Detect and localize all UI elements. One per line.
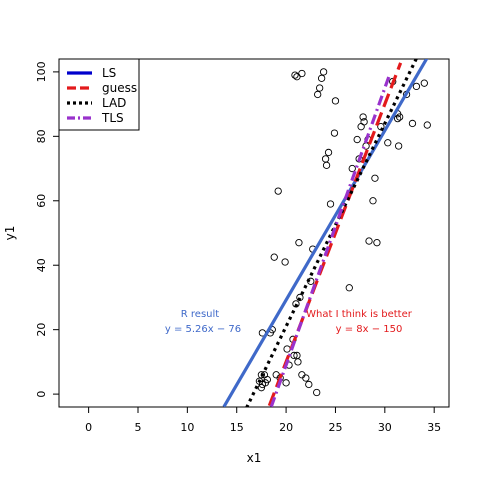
data-point: [322, 161, 331, 169]
data-point: [394, 142, 403, 150]
legend-label: TLS: [101, 111, 124, 125]
data-point: [282, 379, 290, 387]
data-point: [348, 164, 356, 173]
legend-label: guess: [102, 81, 137, 95]
x-tick-label: 5: [134, 421, 141, 434]
data-point: [314, 90, 322, 99]
data-point: [281, 258, 289, 266]
data-point: [274, 187, 282, 195]
data-point: [408, 119, 417, 128]
fit-line-tls: [269, 73, 392, 407]
fit-lines: [222, 59, 429, 407]
data-point: [412, 82, 421, 91]
r-result-title: R result: [181, 309, 219, 320]
data-points: [255, 68, 431, 397]
better-title: What I think is better: [306, 309, 413, 320]
data-point: [298, 69, 306, 78]
y-tick-label: 20: [35, 323, 48, 337]
x-axis: 0 5 10 15 20 25 30 35: [85, 406, 441, 434]
data-point: [353, 135, 361, 144]
data-point: [420, 79, 428, 87]
data-point: [257, 371, 266, 379]
data-point: [345, 284, 353, 292]
annotations: R result y = 5.26x − 76 What I think is …: [165, 309, 413, 335]
data-point: [317, 74, 326, 82]
data-point: [326, 200, 335, 208]
data-point: [291, 71, 299, 79]
data-point: [257, 384, 266, 392]
data-point: [313, 388, 321, 397]
x-tick-label: 30: [378, 421, 392, 434]
data-point: [369, 197, 377, 205]
data-point: [295, 239, 303, 247]
x-tick-label: 0: [85, 421, 92, 434]
data-point: [331, 97, 340, 105]
data-point: [294, 358, 302, 366]
data-point: [360, 118, 368, 126]
data-point: [270, 253, 278, 261]
data-point: [293, 73, 301, 81]
fit-line-ls: [222, 59, 429, 407]
y-tick-label: 40: [35, 258, 48, 272]
data-point: [319, 68, 328, 76]
data-point: [373, 239, 381, 247]
data-point: [394, 114, 402, 123]
x-tick-label: 35: [427, 421, 441, 434]
legend-label: LAD: [102, 96, 126, 110]
data-point: [357, 123, 365, 131]
data-point: [395, 113, 404, 121]
data-point: [263, 375, 271, 384]
data-point: [302, 374, 310, 382]
data-point: [330, 129, 339, 137]
x-tick-label: 15: [230, 421, 244, 434]
y-tick-label: 60: [35, 194, 48, 208]
data-point: [321, 155, 330, 163]
data-point: [305, 380, 313, 389]
y-axis-title: y1: [3, 226, 17, 241]
y-tick-label: 80: [35, 129, 48, 143]
x-tick-label: 10: [180, 421, 194, 434]
y-axis: 0 20 40 60 80 100: [35, 61, 59, 398]
x-tick-label: 20: [279, 421, 293, 434]
x-tick-label: 25: [328, 421, 342, 434]
y-tick-label: 100: [35, 61, 48, 82]
data-point: [359, 113, 367, 121]
x-axis-title: x1: [247, 451, 262, 465]
legend-label: LS: [102, 66, 116, 80]
y-tick-label: 0: [35, 391, 48, 398]
data-point: [324, 148, 333, 157]
better-equation: y = 8x − 150: [336, 324, 403, 335]
data-point: [423, 121, 431, 129]
data-point: [316, 84, 324, 92]
data-point: [365, 237, 373, 245]
data-point: [384, 139, 392, 147]
data-point: [371, 174, 379, 182]
r-result-equation: y = 5.26x − 76: [165, 324, 241, 335]
